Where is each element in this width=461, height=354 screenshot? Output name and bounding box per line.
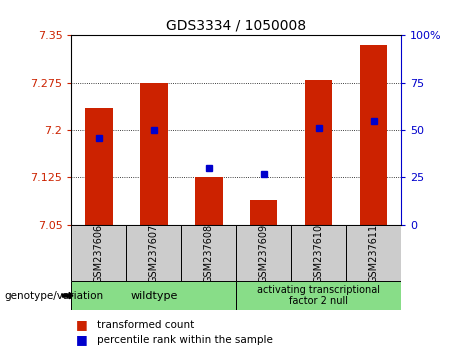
Text: GSM237606: GSM237606 bbox=[94, 223, 104, 283]
FancyBboxPatch shape bbox=[181, 225, 236, 281]
Text: GSM237610: GSM237610 bbox=[313, 223, 324, 283]
Text: GSM237608: GSM237608 bbox=[204, 223, 214, 283]
Text: ■: ■ bbox=[76, 318, 88, 331]
Text: GSM237607: GSM237607 bbox=[149, 223, 159, 283]
Text: transformed count: transformed count bbox=[97, 320, 194, 330]
Text: GSM237609: GSM237609 bbox=[259, 223, 269, 283]
Text: genotype/variation: genotype/variation bbox=[5, 291, 104, 301]
Bar bbox=[360, 45, 387, 225]
Bar bbox=[195, 177, 223, 225]
Bar bbox=[85, 108, 112, 225]
Text: activating transcriptional
factor 2 null: activating transcriptional factor 2 null bbox=[257, 285, 380, 307]
FancyBboxPatch shape bbox=[236, 281, 401, 310]
Title: GDS3334 / 1050008: GDS3334 / 1050008 bbox=[166, 19, 306, 33]
FancyBboxPatch shape bbox=[71, 225, 126, 281]
Text: ■: ■ bbox=[76, 333, 88, 346]
Text: percentile rank within the sample: percentile rank within the sample bbox=[97, 335, 273, 345]
Text: GSM237611: GSM237611 bbox=[369, 223, 378, 283]
FancyBboxPatch shape bbox=[71, 281, 236, 310]
FancyBboxPatch shape bbox=[346, 225, 401, 281]
Bar bbox=[140, 83, 168, 225]
FancyBboxPatch shape bbox=[291, 225, 346, 281]
Bar bbox=[305, 80, 332, 225]
Text: wildtype: wildtype bbox=[130, 291, 177, 301]
FancyBboxPatch shape bbox=[126, 225, 181, 281]
FancyBboxPatch shape bbox=[236, 225, 291, 281]
Bar bbox=[250, 200, 278, 225]
